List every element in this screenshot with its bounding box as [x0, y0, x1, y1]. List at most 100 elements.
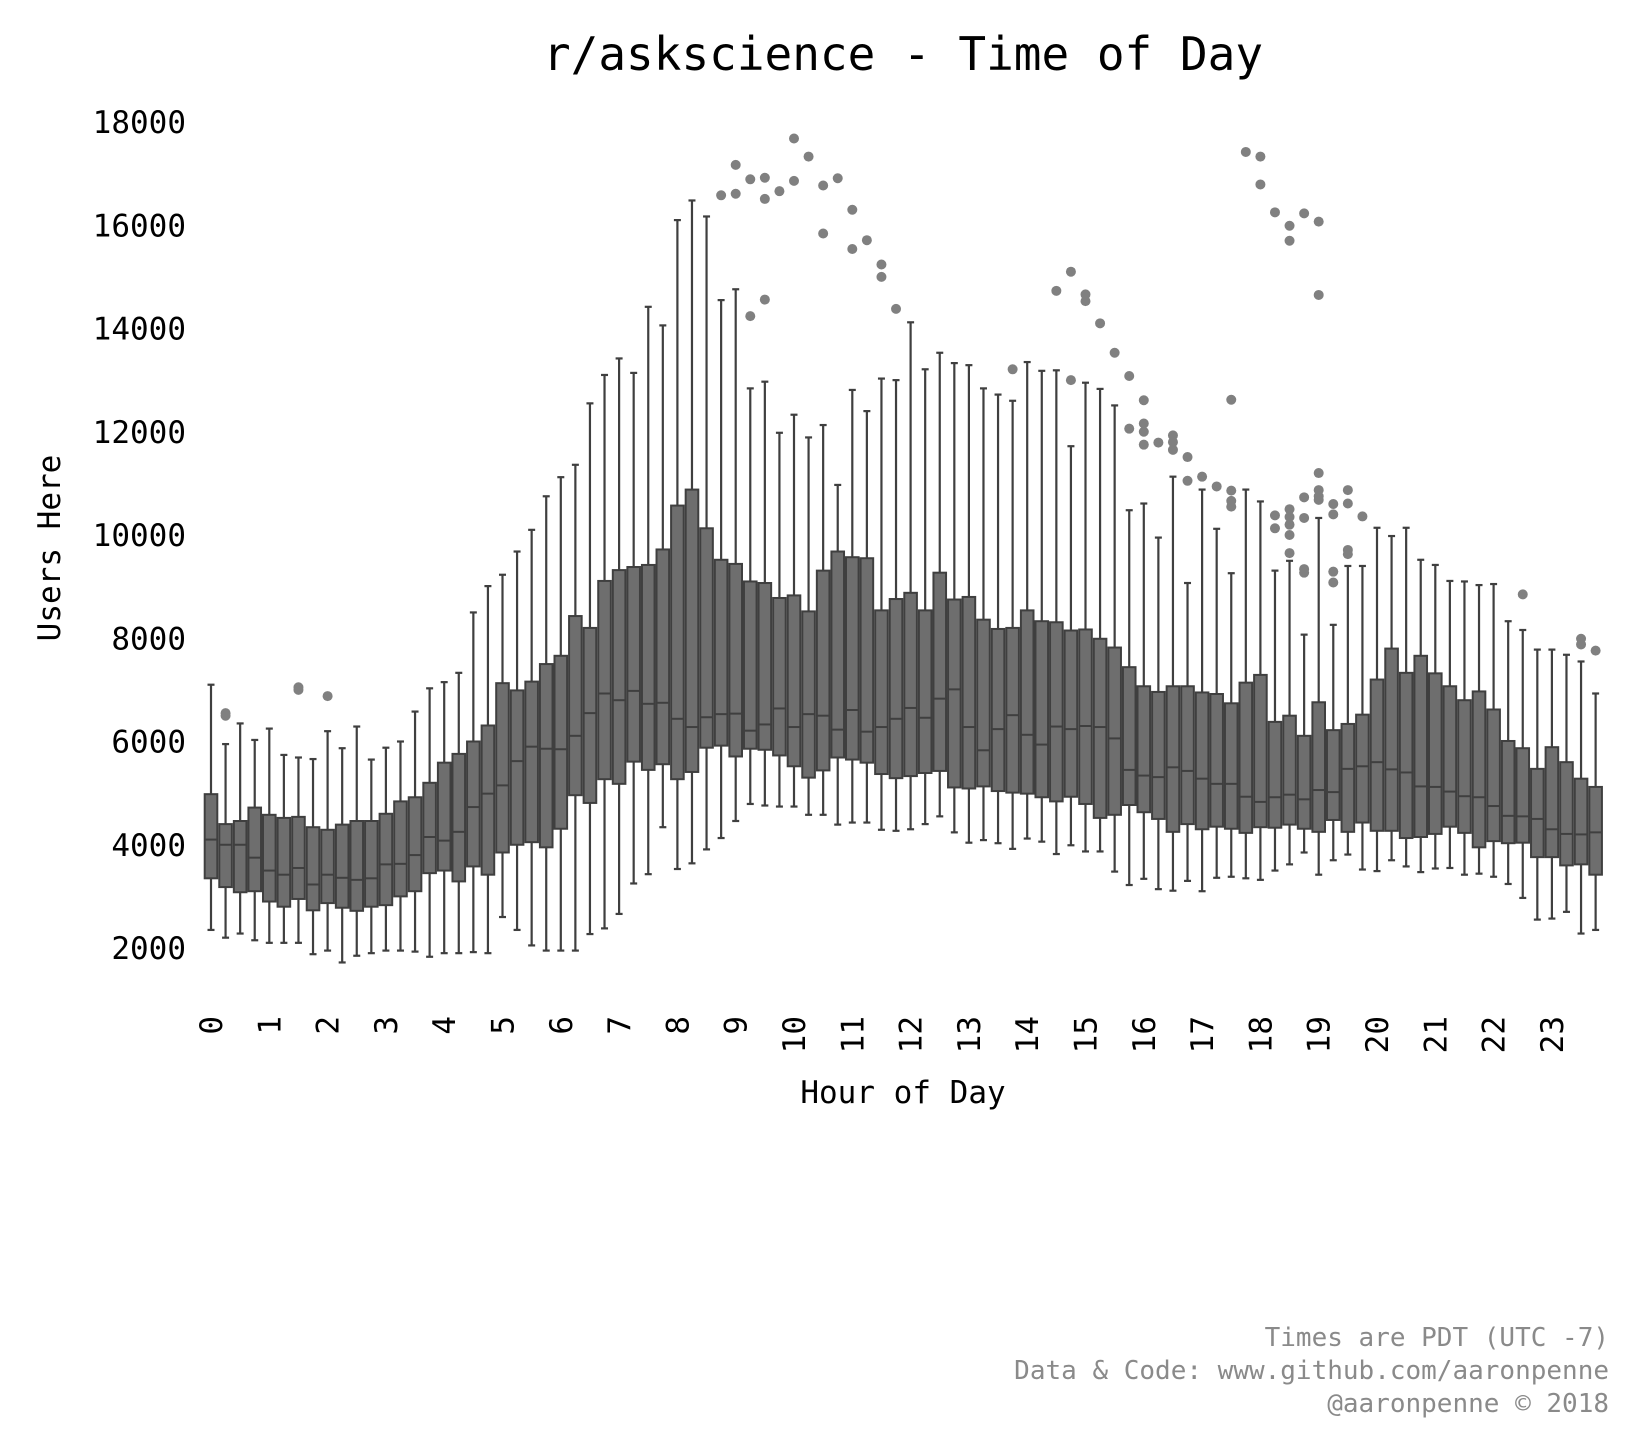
outlier-point: [1517, 589, 1528, 600]
outlier-point: [716, 190, 727, 201]
box-hour-group: [1355, 511, 1370, 871]
iqr-box: [859, 557, 875, 764]
box-hour-group: [1369, 526, 1385, 873]
iqr-box: [742, 580, 758, 750]
x-tick-label: 7: [602, 1016, 638, 1035]
x-axis-label: Hour of Day: [800, 1075, 1005, 1111]
box-hour-group: [786, 133, 802, 808]
outlier-point: [1328, 509, 1339, 520]
box-hour-group: [1282, 220, 1297, 866]
box-series: [203, 133, 1603, 964]
iqr-box: [1325, 729, 1341, 821]
iqr-box: [553, 654, 569, 830]
box-hour-group: [232, 722, 248, 935]
box-hour-group: [845, 204, 860, 824]
iqr-box: [1530, 767, 1545, 859]
box-hour-group: [320, 691, 335, 952]
y-axis-label: Users Here: [32, 455, 68, 642]
outlier-point: [1313, 216, 1324, 227]
outlier-point: [759, 294, 770, 305]
iqr-box: [699, 527, 714, 749]
box-hour-group: [436, 681, 452, 955]
x-tick-label: 21: [1418, 1016, 1454, 1053]
outlier-point: [803, 151, 814, 162]
outlier-point: [1109, 347, 1120, 358]
box-hour-group: [495, 573, 510, 919]
iqr-box: [1340, 722, 1356, 833]
footer-timezone-note: Times are PDT (UTC -7): [1264, 1323, 1609, 1353]
iqr-box: [305, 826, 321, 912]
outlier-point: [1240, 146, 1251, 157]
iqr-box: [626, 566, 641, 763]
y-tick-label: 16000: [93, 208, 186, 244]
outlier-point: [293, 684, 304, 695]
box-hour-group: [480, 585, 496, 955]
iqr-box: [1296, 734, 1312, 830]
outlier-point: [1255, 179, 1266, 190]
box-hour-group: [203, 683, 219, 932]
iqr-box: [1500, 739, 1516, 845]
outlier-point: [1197, 471, 1208, 482]
box-hour-group: [334, 747, 350, 964]
box-hour-group: [728, 159, 744, 823]
iqr-box: [1136, 685, 1152, 814]
iqr-box: [247, 806, 263, 893]
outlier-point: [1328, 566, 1339, 577]
outlier-point: [1342, 498, 1353, 509]
chart-title: r/askscience - Time of Day: [543, 27, 1263, 81]
outlier-point: [1342, 485, 1353, 496]
iqr-box: [1457, 699, 1472, 834]
outlier-point: [1182, 475, 1193, 486]
iqr-box: [684, 488, 700, 773]
outlier-point: [1065, 375, 1076, 386]
outlier-point: [847, 243, 858, 254]
box-hour-group: [990, 393, 1006, 845]
iqr-box: [801, 610, 816, 779]
box-hour-group: [1136, 395, 1152, 880]
box-hour-group: [626, 371, 641, 885]
iqr-box: [1253, 673, 1268, 829]
iqr-box: [640, 563, 656, 771]
iqr-box: [436, 761, 452, 872]
box-hour-group: [509, 550, 525, 932]
outlier-point: [1284, 530, 1295, 540]
iqr-box: [568, 615, 583, 797]
iqr-box: [786, 594, 802, 768]
box-hour-group: [1019, 360, 1035, 840]
iqr-box: [1428, 672, 1443, 835]
box-hour-group: [640, 305, 656, 876]
iqr-box: [1369, 678, 1385, 832]
box-hour-group: [291, 682, 306, 944]
iqr-box: [320, 828, 335, 905]
box-hour-group: [1049, 285, 1064, 856]
outlier-point: [1269, 510, 1280, 521]
outlier-point: [1284, 504, 1295, 515]
outlier-point: [1138, 439, 1149, 450]
iqr-box: [509, 689, 525, 846]
box-hour-group: [1486, 582, 1501, 878]
outlier-point: [891, 303, 902, 314]
box-hour-group: [611, 357, 627, 916]
box-hour-group: [888, 303, 904, 832]
x-tick-label: 5: [486, 1016, 522, 1035]
y-tick-label: 2000: [111, 931, 186, 967]
iqr-box: [597, 579, 612, 781]
iqr-box: [203, 793, 219, 880]
iqr-box: [378, 812, 394, 907]
iqr-box: [276, 816, 292, 908]
outlier-point: [1284, 220, 1295, 231]
box-hour-group: [1544, 648, 1560, 920]
x-tick-label: 22: [1477, 1016, 1513, 1053]
box-hour-group: [276, 753, 292, 944]
outlier-point: [789, 175, 799, 186]
outlier-point: [876, 259, 887, 270]
box-hour-group: [859, 235, 875, 824]
iqr-box: [1398, 671, 1414, 840]
box-hour-group: [597, 373, 612, 930]
outlier-point: [1313, 468, 1324, 479]
iqr-box: [1049, 621, 1064, 803]
outlier-point: [1065, 266, 1076, 277]
outlier-point: [745, 174, 756, 185]
box-hour-group: [1092, 318, 1108, 853]
outlier-point: [322, 691, 333, 702]
